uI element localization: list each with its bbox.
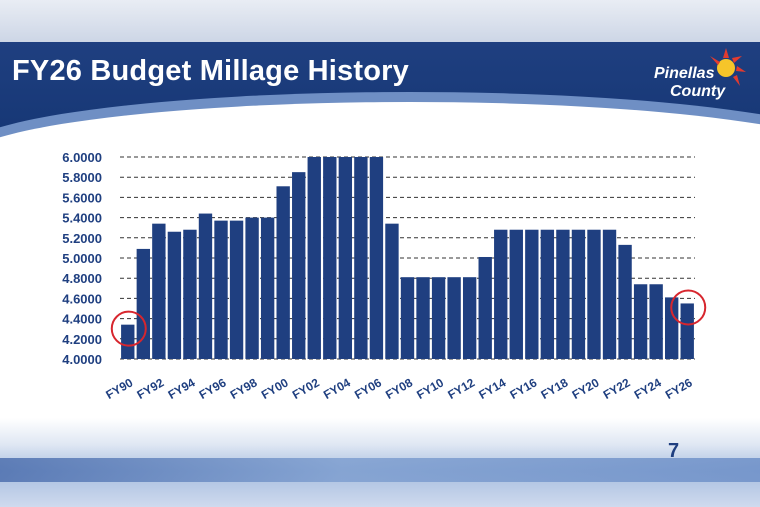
footer-band — [0, 418, 760, 507]
bar-fy95 — [198, 213, 213, 359]
x-tick-label: FY14 — [476, 375, 508, 402]
bar-fy08 — [400, 277, 415, 359]
bar-fy13 — [478, 256, 492, 359]
bar-fy93 — [167, 231, 182, 359]
x-tick-label: FY18 — [539, 375, 571, 402]
bar-fy19 — [571, 229, 586, 359]
bar-fy90 — [121, 324, 135, 359]
bar-fy18 — [556, 229, 570, 359]
y-tick-label: 6.0000 — [62, 150, 102, 165]
bar-fy23 — [633, 284, 648, 359]
y-tick-label: 4.4000 — [62, 312, 102, 327]
bar-fy09 — [416, 277, 430, 359]
x-tick-label: FY22 — [601, 375, 633, 402]
banner-swoosh — [0, 102, 760, 138]
bar-fy00 — [276, 186, 290, 359]
slide-number: 7 — [668, 440, 680, 462]
logo-text-line1: Pinellas — [654, 65, 715, 82]
bar-fy21 — [602, 229, 617, 359]
bar-fy11 — [447, 277, 461, 359]
y-tick-label: 5.0000 — [62, 251, 102, 266]
bar-fy20 — [587, 229, 601, 359]
bar-fy07 — [385, 223, 399, 359]
bar-fy17 — [540, 229, 555, 359]
bar-fy26 — [680, 303, 694, 359]
highlight-circle-fy26 — [670, 289, 707, 326]
y-axis-tick-labels: 4.0000 4.2000 4.4000 4.6000 4.8000 5.0000 5.20… — [62, 150, 102, 367]
y-tick-label: 5.6000 — [62, 190, 102, 205]
x-tick-label: FY16 — [507, 375, 539, 402]
millage-bar-chart: 4.0000 4.2000 4.4000 4.6000 4.8000 5.0000 5.20… — [62, 150, 707, 402]
bar-fy25 — [665, 297, 679, 359]
bar-fy14 — [494, 229, 508, 359]
bars — [121, 157, 694, 359]
y-tick-label: 4.8000 — [62, 271, 102, 286]
top-blurred-header — [0, 0, 760, 42]
bar-fy24 — [649, 284, 663, 359]
bar-fy97 — [229, 220, 244, 359]
sun-icon — [710, 48, 746, 86]
x-tick-label: FY24 — [632, 375, 664, 402]
x-tick-label: FY02 — [290, 375, 322, 402]
x-tick-label: FY94 — [166, 375, 198, 402]
bar-fy99 — [260, 217, 275, 359]
x-tick-label: FY08 — [383, 375, 415, 402]
bar-fy10 — [431, 277, 446, 359]
y-tick-label: 5.8000 — [62, 170, 102, 185]
x-tick-label: FY04 — [321, 375, 353, 402]
bar-fy98 — [245, 217, 259, 359]
x-tick-label: FY26 — [663, 375, 695, 402]
bar-fy06 — [369, 157, 384, 359]
bar-fy02 — [307, 157, 321, 359]
bar-fy01 — [292, 172, 306, 359]
bar-fy94 — [183, 229, 197, 359]
bar-fy96 — [214, 220, 228, 359]
bar-fy03 — [323, 157, 337, 359]
x-tick-label: FY98 — [228, 375, 260, 402]
x-tick-label: FY10 — [414, 375, 446, 402]
page-title: FY26 Budget Millage History — [12, 55, 409, 87]
footer-stripe — [0, 458, 760, 482]
x-tick-label: FY20 — [570, 375, 602, 402]
x-tick-label: FY12 — [445, 375, 477, 402]
pinellas-county-logo: Pinellas County — [654, 48, 746, 100]
x-tick-label: FY90 — [103, 375, 135, 402]
y-tick-label: 4.6000 — [62, 291, 102, 306]
bar-fy22 — [618, 244, 632, 359]
bar-fy91 — [136, 248, 150, 359]
logo-text-line2: County — [670, 83, 726, 100]
x-tick-label: FY96 — [197, 375, 229, 402]
title-banner — [0, 42, 760, 138]
x-tick-label: FY00 — [259, 375, 291, 402]
bar-fy05 — [354, 157, 368, 359]
y-tick-label: 5.4000 — [62, 211, 102, 226]
x-tick-label: FY06 — [352, 375, 384, 402]
bar-fy92 — [152, 223, 166, 359]
bar-fy04 — [338, 157, 353, 359]
y-tick-label: 4.2000 — [62, 332, 102, 347]
bar-fy12 — [462, 277, 477, 359]
y-tick-label: 4.0000 — [62, 352, 102, 367]
bar-fy15 — [509, 229, 523, 359]
x-axis-tick-labels: FY90 FY92 FY94 FY96 FY98 FY00 FY02 FY04 FY06 FY08… — [103, 375, 695, 402]
bar-fy16 — [525, 229, 539, 359]
highlight-circles — [110, 289, 707, 347]
y-tick-label: 5.2000 — [62, 231, 102, 246]
x-tick-label: FY92 — [135, 375, 167, 402]
highlight-circle-fy90 — [110, 310, 147, 347]
